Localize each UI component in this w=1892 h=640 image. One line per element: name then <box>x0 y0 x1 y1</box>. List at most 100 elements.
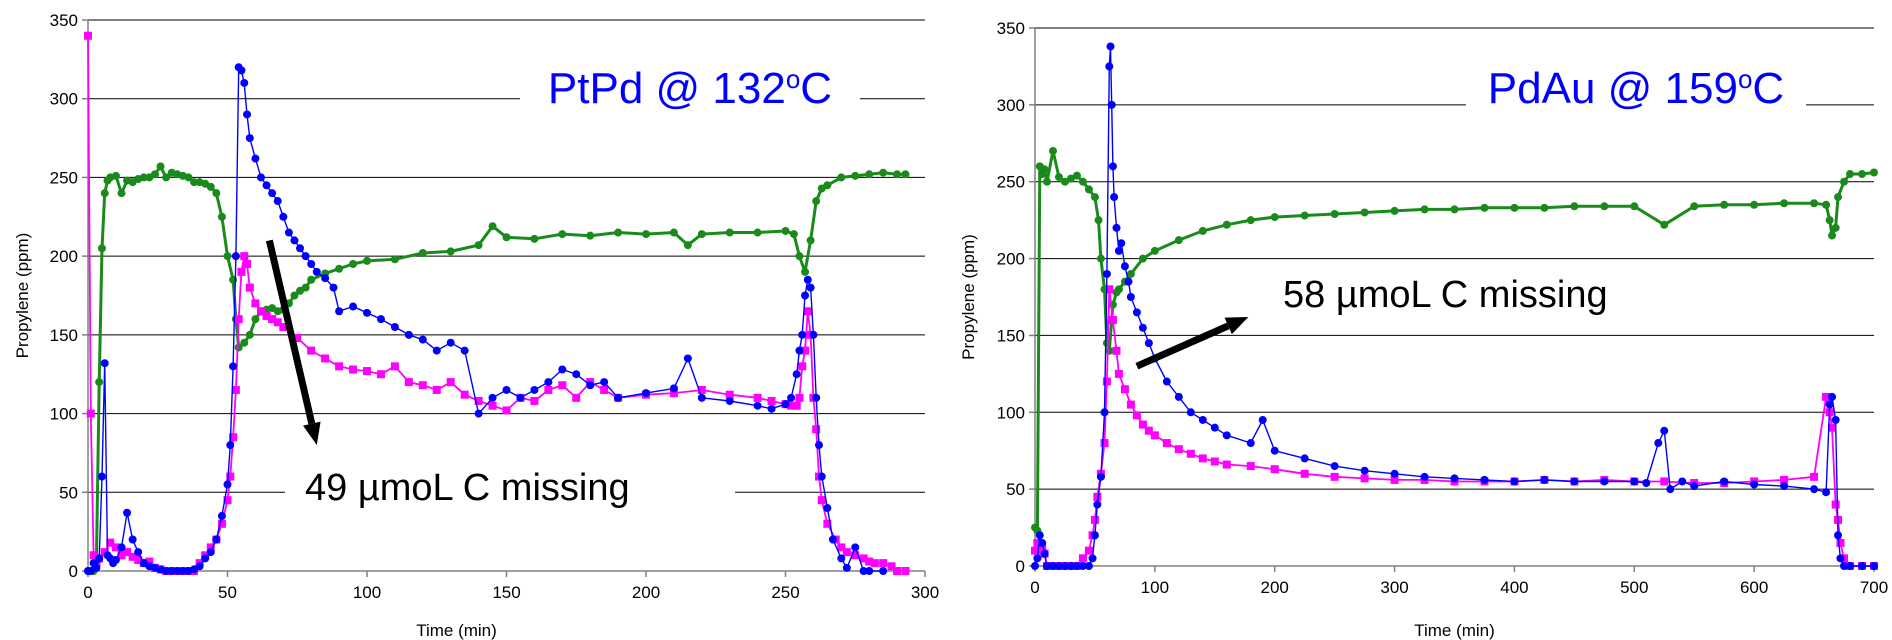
chart-ptpd-series-1-point-67 <box>669 389 678 398</box>
chart-ptpd-series-1-point-77 <box>801 346 810 355</box>
chart-ptpd-series-2-point-57 <box>390 322 399 331</box>
chart-ptpd-series-0-point-52 <box>474 241 483 250</box>
chart-ptpd-series-0-point-44 <box>307 275 316 284</box>
chart-pdau-series-0-point-5 <box>1042 177 1051 186</box>
chart-pdau-series-0-point-31 <box>1300 211 1309 220</box>
chart-pdau-y-tick-label-0: 0 <box>1016 557 1025 576</box>
chart-ptpd-series-2-point-82 <box>787 393 796 402</box>
chart-pdau-series-1-point-14 <box>1090 515 1099 524</box>
chart-pdau-series-1-line <box>1034 288 1874 567</box>
chart-ptpd-series-1-point-43 <box>307 346 316 355</box>
chart-pdau-series-1-point-18 <box>1102 377 1111 386</box>
chart-ptpd-series-0-point-73 <box>837 173 846 182</box>
chart-ptpd-series-0-point-43 <box>301 283 310 292</box>
chart-ptpd-series-2-point-67 <box>530 385 539 394</box>
chart-ptpd-series-2-point-90 <box>812 393 821 402</box>
chart-pdau-series-2-point-40 <box>1246 439 1255 448</box>
chart-pdau-series-0-point-30 <box>1270 213 1279 222</box>
chart-pdau-x-tick-label-600: 600 <box>1740 578 1768 597</box>
chart-pdau-series-0-point-41 <box>1600 202 1609 211</box>
chart-pdau-series-2-point-11 <box>1078 562 1087 570</box>
chart-ptpd-series-1-point-90 <box>865 557 874 566</box>
chart-pdau-series-0-point-51 <box>1828 231 1837 240</box>
chart-ptpd-series-2-point-40 <box>256 173 265 182</box>
chart-pdau-series-2-point-66 <box>1825 400 1834 409</box>
chart-pdau-series-0-point-6 <box>1048 146 1057 155</box>
chart-ptpd-series-1-point-30 <box>231 385 240 394</box>
chart-ptpd-series-2-point-69 <box>558 365 567 374</box>
chart-ptpd-series-1-point-35 <box>245 283 254 292</box>
chart-pdau-series-0-point-38 <box>1510 203 1519 212</box>
chart-ptpd-series-2-point-66 <box>516 393 525 402</box>
chart-ptpd-series-0-point-72 <box>823 181 832 190</box>
chart-ptpd-series-2-point-12 <box>123 508 132 517</box>
chart-pdau-series-2-point-35 <box>1174 392 1183 401</box>
chart-ptpd-series-1-point-88 <box>851 551 860 560</box>
chart-ptpd-series-1-point-75 <box>795 393 804 402</box>
chart-pdau-series-0-point-49 <box>1822 200 1831 209</box>
chart-ptpd-series-1-point-26 <box>217 519 226 528</box>
chart-pdau-series-2-point-62 <box>1750 480 1759 489</box>
chart-pdau-arrow-shaft <box>1135 322 1230 370</box>
chart-pdau-series-0-point-11 <box>1078 177 1087 186</box>
chart-pdau-159c: 0 50 100 150 200 250 300 350 0 100 200 300 400 500 600… <box>946 0 1892 640</box>
chart-ptpd-series-0-point-65 <box>781 226 790 235</box>
chart-ptpd-series-0-point-46 <box>335 264 344 273</box>
chart-ptpd-series-1-point-76 <box>798 362 807 371</box>
chart-pdau-series-2-point-3 <box>1038 538 1047 547</box>
chart-pdau-y-tick-label-300: 300 <box>997 96 1025 115</box>
chart-ptpd-series-1-point-92 <box>879 559 888 568</box>
chart-pdau-series-2-point-27 <box>1120 262 1129 271</box>
chart-pdau-arrow-head <box>1224 316 1249 335</box>
chart-ptpd-series-0-point-8 <box>111 171 120 180</box>
chart-ptpd-x-axis-title: Time (min) <box>416 621 497 640</box>
chart-ptpd-series-2-point-65 <box>502 385 511 394</box>
chart-pdau-x-tick-label-300: 300 <box>1380 578 1408 597</box>
chart-ptpd-series-1-point-2 <box>89 551 98 560</box>
chart-ptpd-series-0-point-67 <box>795 252 804 261</box>
chart-ptpd-series-2-point-54 <box>349 302 358 311</box>
chart-pdau-series-2-point-57 <box>1660 426 1669 435</box>
chart-pdau-series-2-point-59 <box>1678 477 1687 486</box>
chart-ptpd-series-1-point-29 <box>229 433 238 442</box>
chart-ptpd-series-0-point-74 <box>851 171 860 180</box>
chart-ptpd-arrow-head <box>303 421 321 446</box>
chart-pdau-series-2-point-19 <box>1105 62 1114 71</box>
chart-pdau-y-tick-label-350: 350 <box>997 19 1025 38</box>
chart-ptpd-x-tick-label-250: 250 <box>771 583 799 602</box>
chart-pdau-series-0-point-50 <box>1825 216 1834 225</box>
chart-pdau-series-2-point-39 <box>1222 431 1231 440</box>
chart-pdau-series-2-point-37 <box>1198 415 1207 424</box>
chart-ptpd-series-2-point-72 <box>600 378 609 387</box>
chart-pdau-series-2-point-63 <box>1780 482 1789 491</box>
chart-ptpd-series-0-point-59 <box>642 230 650 239</box>
chart-ptpd-series-2-point-78 <box>725 396 734 405</box>
chart-pdau-series-2-point-68 <box>1831 415 1840 424</box>
chart-ptpd-series-1-point-13 <box>145 557 154 566</box>
chart-pdau-series-2-point-24 <box>1112 223 1121 232</box>
chart-ptpd-series-1-point-10 <box>128 552 137 561</box>
chart-ptpd-series-1-point-91 <box>870 559 879 568</box>
chart-pdau-series-2-point-9 <box>1066 562 1075 570</box>
chart-pdau-series-2-point-47 <box>1420 472 1429 481</box>
chart-ptpd-series-0-point-51 <box>446 247 455 256</box>
chart-ptpd-series-2-point-53 <box>335 307 344 316</box>
chart-ptpd-series-2-point-59 <box>418 335 427 344</box>
chart-pdau-series-2-point-45 <box>1360 466 1369 475</box>
chart-pdau-title-unit: C <box>1752 64 1784 113</box>
chart-ptpd-series-0-point-50 <box>418 248 427 257</box>
chart-ptpd-series-2-point-63 <box>474 409 483 418</box>
chart-pdau-series-1-point-57 <box>1828 423 1837 432</box>
chart-pdau-series-0-point-8 <box>1060 177 1069 186</box>
chart-ptpd-series-2-point-93 <box>823 504 832 513</box>
chart-pdau-series-1-point-33 <box>1210 457 1219 466</box>
chart-ptpd-series-1-point-61 <box>558 381 567 390</box>
chart-ptpd-132c: 0 50 100 150 200 250 300 350 0 50 100 150 200 250 300 T… <box>13 11 939 640</box>
chart-ptpd-series-2-point-60 <box>432 346 441 355</box>
chart-pdau-series-0-point-28 <box>1222 220 1231 229</box>
chart-pdau-series-2-point-6 <box>1048 562 1057 570</box>
chart-pdau-series-2-point-28 <box>1124 277 1133 286</box>
chart-pdau-series-1-point-39 <box>1360 474 1369 483</box>
chart-pdau-y-tick-label-100: 100 <box>997 403 1025 422</box>
chart-ptpd-series-0-point-48 <box>363 256 371 265</box>
